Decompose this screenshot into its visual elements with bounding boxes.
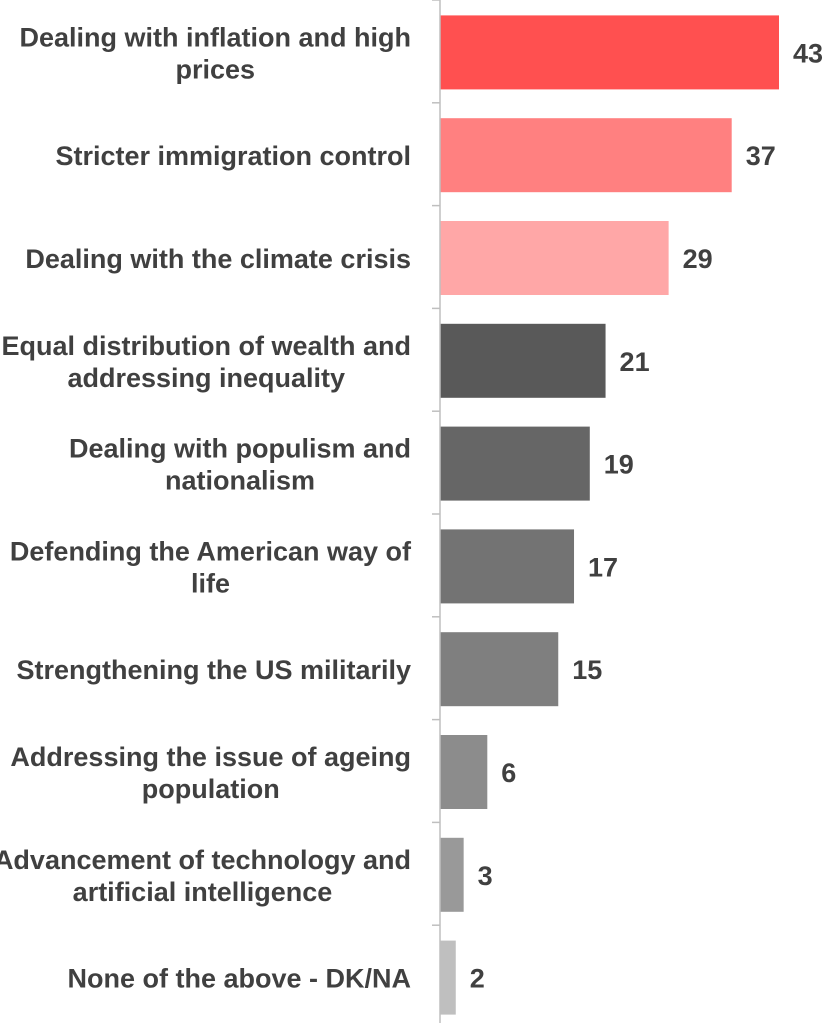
category-label-line: Stricter immigration control bbox=[55, 141, 411, 171]
value-label-4: 19 bbox=[604, 450, 634, 480]
bar-0 bbox=[440, 15, 779, 90]
category-label-line: prices bbox=[175, 54, 255, 84]
category-label-2: Dealing with the climate crisis bbox=[25, 244, 411, 274]
value-label-8: 3 bbox=[478, 861, 493, 891]
category-label-3: Equal distribution of wealth and addressi… bbox=[2, 331, 412, 393]
bar-9 bbox=[440, 940, 456, 1015]
value-label-0: 43 bbox=[793, 38, 823, 68]
bar-6 bbox=[440, 632, 559, 707]
category-label-5: Defending the American way of life bbox=[10, 536, 412, 598]
value-label-6: 15 bbox=[572, 655, 602, 685]
category-label-line: Defending the American way of bbox=[10, 536, 412, 566]
category-label-4: Dealing with populism and nationalism bbox=[69, 434, 411, 496]
category-label-line: Dealing with populism and bbox=[69, 434, 411, 464]
bar-5 bbox=[440, 529, 575, 604]
category-label-6: Strengthening the US militarily bbox=[16, 655, 411, 685]
bar-1 bbox=[440, 118, 732, 193]
value-label-7: 6 bbox=[501, 758, 516, 788]
category-label-line: Dealing with the climate crisis bbox=[25, 244, 411, 274]
category-label-0: Dealing with inflation and high prices bbox=[20, 22, 411, 84]
category-label-line: life bbox=[191, 568, 230, 598]
category-label-line: Equal distribution of wealth and bbox=[2, 331, 412, 361]
bar-8 bbox=[440, 837, 464, 912]
value-labels-group: 43 37 29 21 19 17 15 6 3 2 bbox=[470, 38, 823, 993]
bar-3 bbox=[440, 323, 606, 398]
category-label-line: Strengthening the US militarily bbox=[16, 655, 411, 685]
category-label-line: artificial intelligence bbox=[73, 877, 333, 907]
category-label-9: None of the above - DK/NA bbox=[67, 964, 411, 994]
value-label-5: 17 bbox=[588, 552, 618, 582]
value-label-1: 37 bbox=[746, 141, 776, 171]
category-label-line: Advancement of technology and bbox=[0, 845, 411, 875]
category-label-line: population bbox=[142, 774, 280, 804]
value-label-3: 21 bbox=[620, 347, 650, 377]
bars-group bbox=[440, 15, 779, 1015]
bar-7 bbox=[440, 735, 488, 809]
value-label-2: 29 bbox=[683, 244, 713, 274]
category-label-1: Stricter immigration control bbox=[55, 141, 411, 171]
bar-2 bbox=[440, 221, 669, 295]
value-label-9: 2 bbox=[470, 964, 485, 994]
category-label-8: Advancement of technology and artificial … bbox=[0, 845, 411, 907]
category-label-line: Dealing with inflation and high bbox=[20, 22, 411, 52]
category-label-line: None of the above - DK/NA bbox=[67, 964, 411, 994]
category-axis bbox=[432, 0, 441, 1023]
category-label-7: Addressing the issue of ageing population bbox=[10, 742, 411, 804]
bar-4 bbox=[440, 426, 590, 501]
category-label-line: nationalism bbox=[165, 466, 315, 496]
category-label-line: Addressing the issue of ageing bbox=[10, 742, 411, 772]
category-labels-group: Dealing with inflation and high prices Str… bbox=[0, 22, 412, 993]
category-label-line: addressing inequality bbox=[67, 363, 345, 393]
